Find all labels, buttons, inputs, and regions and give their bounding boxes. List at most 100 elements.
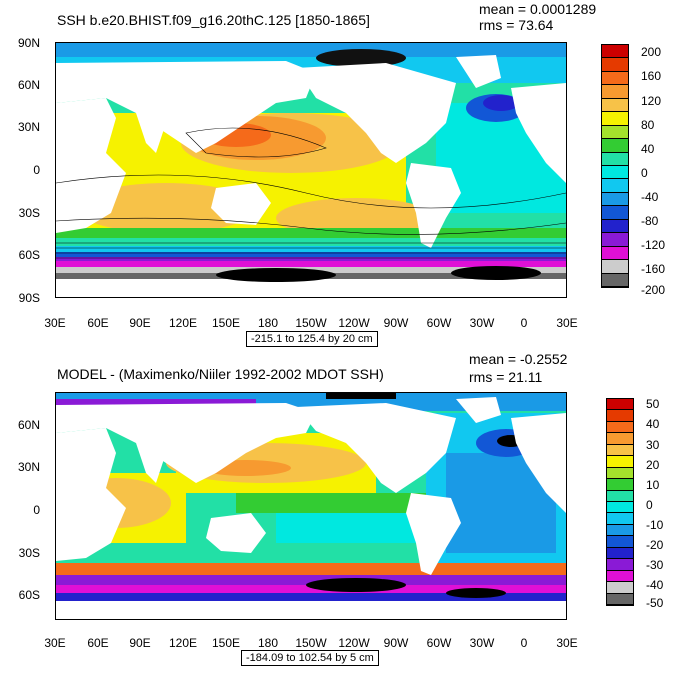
colorbar-swatch — [607, 559, 633, 571]
colorbar-swatch — [607, 593, 633, 605]
y-tick: 30S — [18, 206, 40, 220]
colorbar-label: 80 — [641, 118, 655, 132]
colorbar-swatch — [602, 273, 628, 287]
x-tick: 180 — [257, 636, 279, 650]
x-tick: 0 — [520, 316, 528, 330]
x-tick: 90W — [383, 316, 409, 330]
colorbar — [601, 44, 691, 290]
x-tick: 0 — [520, 636, 528, 650]
colorbar-swatch — [602, 45, 628, 59]
colorbar-swatch — [602, 85, 628, 99]
colorbar-label: 120 — [641, 94, 662, 108]
y-tick: 30N — [17, 460, 40, 474]
colorbar-swatch — [607, 502, 633, 514]
colorbar-label: 10 — [646, 478, 660, 492]
x-tick: 30W — [469, 636, 495, 650]
x-tick: 90E — [129, 636, 151, 650]
colorbar-swatch — [602, 260, 628, 274]
colorbar-label: 0 — [646, 498, 653, 512]
colorbar-swatch — [607, 444, 633, 457]
colorbar-label: 50 — [646, 397, 660, 411]
x-tick: 30E — [556, 636, 578, 650]
colorbar-swatch — [602, 98, 628, 113]
colorbar-label: 20 — [646, 458, 660, 472]
x-tick: 30W — [469, 316, 495, 330]
y-tick: 30N — [17, 120, 40, 134]
colorbar-swatch — [602, 125, 628, 140]
colorbar-swatch — [607, 524, 633, 537]
panel-model-minus-obs: MODEL - (Maximenko/Niiler 1992-2002 MDOT… — [0, 350, 700, 700]
x-tick: 180 — [257, 316, 279, 330]
rms-value: rms = 73.64 — [479, 17, 554, 33]
colorbar-label: 160 — [641, 69, 662, 83]
colorbar-swatch — [607, 410, 633, 422]
colorbar-swatch — [607, 421, 633, 434]
contour-info: -184.09 to 102.54 by 5 cm — [241, 650, 379, 666]
colorbar-swatches — [606, 398, 634, 606]
colorbar-label: -10 — [646, 518, 664, 532]
x-tick: 150E — [211, 316, 241, 330]
y-tick: 60N — [17, 418, 40, 432]
colorbar-swatch — [607, 582, 633, 594]
colorbar-label: -160 — [641, 262, 666, 276]
mean-value: mean = 0.0001289 — [479, 1, 597, 17]
x-tick: 90E — [129, 316, 151, 330]
colorbar-label: -30 — [646, 558, 664, 572]
colorbar-label: 40 — [641, 142, 655, 156]
ssh-map-graphic — [56, 43, 566, 297]
colorbar-swatch — [602, 112, 628, 126]
y-tick: 90N — [17, 36, 40, 50]
y-tick: 90S — [18, 291, 40, 305]
colorbar-swatch — [607, 570, 633, 583]
colorbar-swatch — [602, 192, 628, 207]
difference-map-graphic — [56, 393, 566, 619]
x-tick: 150W — [295, 316, 327, 330]
colorbar-swatch — [607, 547, 633, 560]
colorbar-swatch — [602, 219, 628, 234]
y-tick: 60S — [18, 248, 40, 262]
panel-model-ssh: SSH b.e20.BHIST.f09_g16.20thC.125 [1850-… — [17, 1, 691, 347]
ssh-map — [55, 42, 567, 298]
x-tick: 150E — [211, 636, 241, 650]
y-tick: 60S — [18, 588, 40, 602]
colorbar-swatch — [607, 399, 633, 411]
x-tick: 120E — [168, 636, 198, 650]
colorbar-label: -120 — [641, 238, 666, 252]
y-tick: 0 — [33, 163, 40, 177]
x-tick: 60E — [87, 636, 109, 650]
colorbar-label: 40 — [646, 417, 660, 431]
colorbar-swatch — [607, 479, 633, 491]
ssh-difference-map — [55, 392, 567, 620]
x-tick: 60W — [426, 316, 452, 330]
contour-info: -215.1 to 125.4 by 20 cm — [246, 331, 378, 347]
x-tick: 30E — [44, 316, 66, 330]
colorbar-label: 200 — [641, 45, 662, 59]
x-tick: 60W — [426, 636, 452, 650]
colorbar-swatch — [607, 490, 633, 502]
colorbar-label: -40 — [646, 578, 664, 592]
colorbar-swatch — [602, 152, 628, 166]
y-tick: 30S — [18, 546, 40, 560]
x-tick: 120E — [168, 316, 198, 330]
colorbar-swatch — [602, 58, 628, 72]
colorbar-label: -200 — [641, 283, 666, 297]
x-tick: 120W — [338, 316, 370, 330]
colorbar-swatch — [602, 206, 628, 220]
colorbar-label: -40 — [641, 190, 659, 204]
colorbar-swatch — [602, 233, 628, 247]
colorbar-label: -50 — [646, 596, 664, 610]
colorbar-label: -20 — [646, 538, 664, 552]
x-tick: 30E — [556, 316, 578, 330]
colorbar-swatch — [602, 179, 628, 193]
colorbar-swatch — [602, 139, 628, 153]
colorbar-swatch — [602, 246, 628, 261]
colorbar-swatch — [602, 166, 628, 180]
colorbar-swatch — [607, 456, 633, 468]
colorbar — [606, 398, 696, 608]
rms-value: rms = 21.11 — [469, 369, 543, 385]
colorbar-label: -80 — [641, 214, 659, 228]
x-tick: 120W — [338, 636, 370, 650]
x-tick: 150W — [295, 636, 327, 650]
map-title: SSH b.e20.BHIST.f09_g16.20thC.125 [1850-… — [57, 12, 370, 28]
colorbar-swatch — [602, 71, 628, 86]
